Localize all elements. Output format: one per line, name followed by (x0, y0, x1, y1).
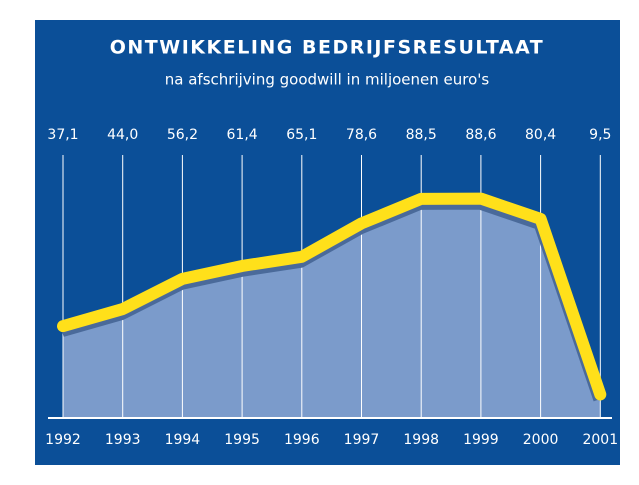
value-label: 88,6 (465, 127, 496, 143)
x-tick-label: 1994 (165, 432, 201, 448)
value-label: 65,1 (286, 127, 317, 143)
x-tick-label: 1992 (45, 432, 81, 448)
x-tick-label: 1993 (105, 432, 141, 448)
x-tick-label: 2000 (523, 432, 559, 448)
value-label: 37,1 (47, 127, 78, 143)
x-tick-label: 1996 (284, 432, 320, 448)
x-tick-label: 1999 (463, 432, 499, 448)
x-tick-label: 1997 (344, 432, 380, 448)
line (57, 192, 607, 401)
value-label: 56,2 (167, 127, 198, 143)
value-label: 80,4 (525, 127, 556, 143)
value-label: 61,4 (227, 127, 258, 143)
chart-subtitle: na afschrijving goodwill in miljoenen eu… (165, 71, 490, 89)
value-label: 78,6 (346, 127, 377, 143)
chart-title: ONTWIKKELING BEDRIJFSRESULTAAT (110, 37, 544, 59)
x-tick-label: 2001 (582, 432, 618, 448)
value-label: 88,5 (406, 127, 437, 143)
x-tick-label: 1995 (224, 432, 260, 448)
x-tick-label: 1998 (403, 432, 439, 448)
value-label: 9,5 (589, 127, 611, 143)
value-label: 44,0 (107, 127, 138, 143)
area (63, 206, 601, 418)
